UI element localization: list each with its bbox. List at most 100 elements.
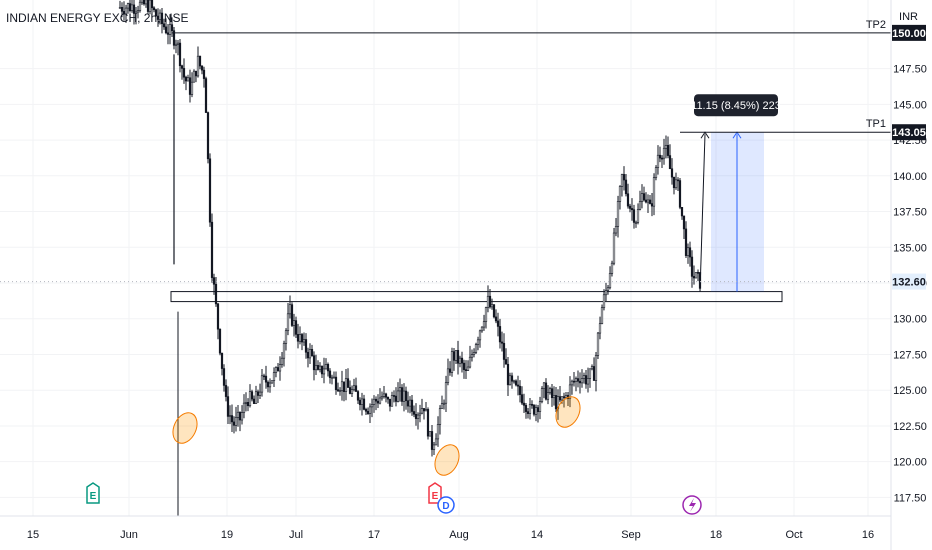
candle-body [574, 378, 578, 382]
candle-body [270, 380, 274, 384]
candle-body [414, 414, 418, 419]
support-zone-box [170, 291, 783, 303]
candle-body [430, 431, 434, 450]
candle-body [138, 1, 142, 11]
candle-body [426, 409, 430, 437]
measure-label-box [694, 94, 778, 117]
candle-body [560, 396, 564, 401]
candle-body [472, 352, 476, 355]
candle-body [636, 209, 640, 223]
candle-body [162, 23, 166, 28]
currency-label: INR [899, 11, 918, 23]
candle-body [152, 7, 156, 11]
candle-body [454, 350, 458, 361]
candle-body [564, 395, 568, 398]
candle-body [690, 256, 694, 277]
price-tick-label: 145.00 [893, 99, 927, 111]
time-tick-label: 14 [531, 529, 543, 541]
candle-body [408, 399, 412, 407]
candle-body [614, 226, 618, 234]
candle-body [180, 65, 184, 69]
candle-body [596, 332, 600, 356]
candle-body [516, 384, 520, 387]
projection-line [699, 134, 706, 292]
candle-body [238, 411, 242, 421]
candle-body [362, 398, 366, 410]
candle-body [550, 388, 554, 399]
candle-body [578, 380, 582, 384]
candle-body [618, 186, 622, 202]
candle-body [336, 389, 340, 392]
candle-body [308, 349, 312, 359]
candle-body [420, 408, 424, 414]
candle-body [274, 367, 278, 373]
candle-body [326, 364, 330, 372]
candle-body [148, 0, 152, 12]
candle-body [294, 320, 298, 335]
candle-body [482, 321, 486, 328]
candle-body [458, 357, 462, 364]
candle-body [368, 406, 372, 414]
candle-body [356, 391, 360, 401]
candle-body [292, 320, 296, 326]
candle-body [130, 4, 134, 11]
candle-body [158, 12, 162, 20]
measure-tool[interactable]: 11.15 (8.45%) 223 [691, 94, 781, 292]
candle-body [432, 444, 436, 450]
candle-body [390, 395, 394, 407]
price-tick-label: 140.00 [893, 171, 927, 183]
candle-body [140, 0, 144, 3]
candle-body [406, 400, 410, 407]
candle-body [374, 398, 378, 402]
candle-body [174, 43, 178, 46]
candle-body [604, 290, 608, 296]
candle-body [312, 355, 316, 371]
candle-body [216, 303, 220, 330]
candle-body [392, 395, 396, 397]
candle-body [186, 77, 190, 82]
candle-body [548, 388, 552, 393]
candle-body [570, 380, 574, 386]
candle-body [464, 369, 468, 371]
candle-body [500, 341, 504, 344]
candle-body [572, 380, 576, 383]
candle-body [610, 262, 614, 274]
target-levels[interactable]: TP2 150.00 TP1 143.05 [172, 19, 926, 141]
candle-body [360, 398, 364, 405]
candle-body [176, 42, 180, 45]
candle-body [512, 380, 516, 383]
time-axis[interactable]: 15 Jun 19 Jul 17 Aug 14 Sep 18 Oct 16 [0, 515, 891, 541]
candle-body [200, 65, 204, 71]
candle-body [582, 375, 586, 379]
support-zone[interactable] [170, 291, 783, 303]
candle-body [212, 277, 216, 285]
time-tick-label: 15 [27, 529, 39, 541]
candle-body [382, 393, 386, 397]
candle-body [246, 402, 250, 407]
candle-body [342, 381, 346, 392]
candle-body [672, 176, 676, 189]
candle-body [232, 421, 236, 426]
candle-body [168, 24, 172, 35]
candle-body [534, 407, 538, 415]
candle-body [588, 368, 592, 379]
candle-body [444, 382, 448, 404]
candle-body [478, 330, 482, 341]
candle-body [348, 387, 352, 394]
candle-body [344, 378, 348, 392]
candle-body [520, 394, 524, 404]
event-markers[interactable]: E ED [86, 482, 702, 515]
candle-body [264, 375, 268, 383]
candle-body [654, 167, 658, 178]
candle-body [252, 398, 256, 404]
candle-body [674, 179, 678, 189]
candle-body [280, 357, 284, 365]
candle-body [488, 295, 492, 308]
price-tick-label: 135.00 [893, 242, 927, 254]
candle-body [166, 32, 170, 35]
candle-body [352, 385, 356, 390]
candle-body [272, 372, 276, 381]
candle-body [506, 363, 510, 386]
